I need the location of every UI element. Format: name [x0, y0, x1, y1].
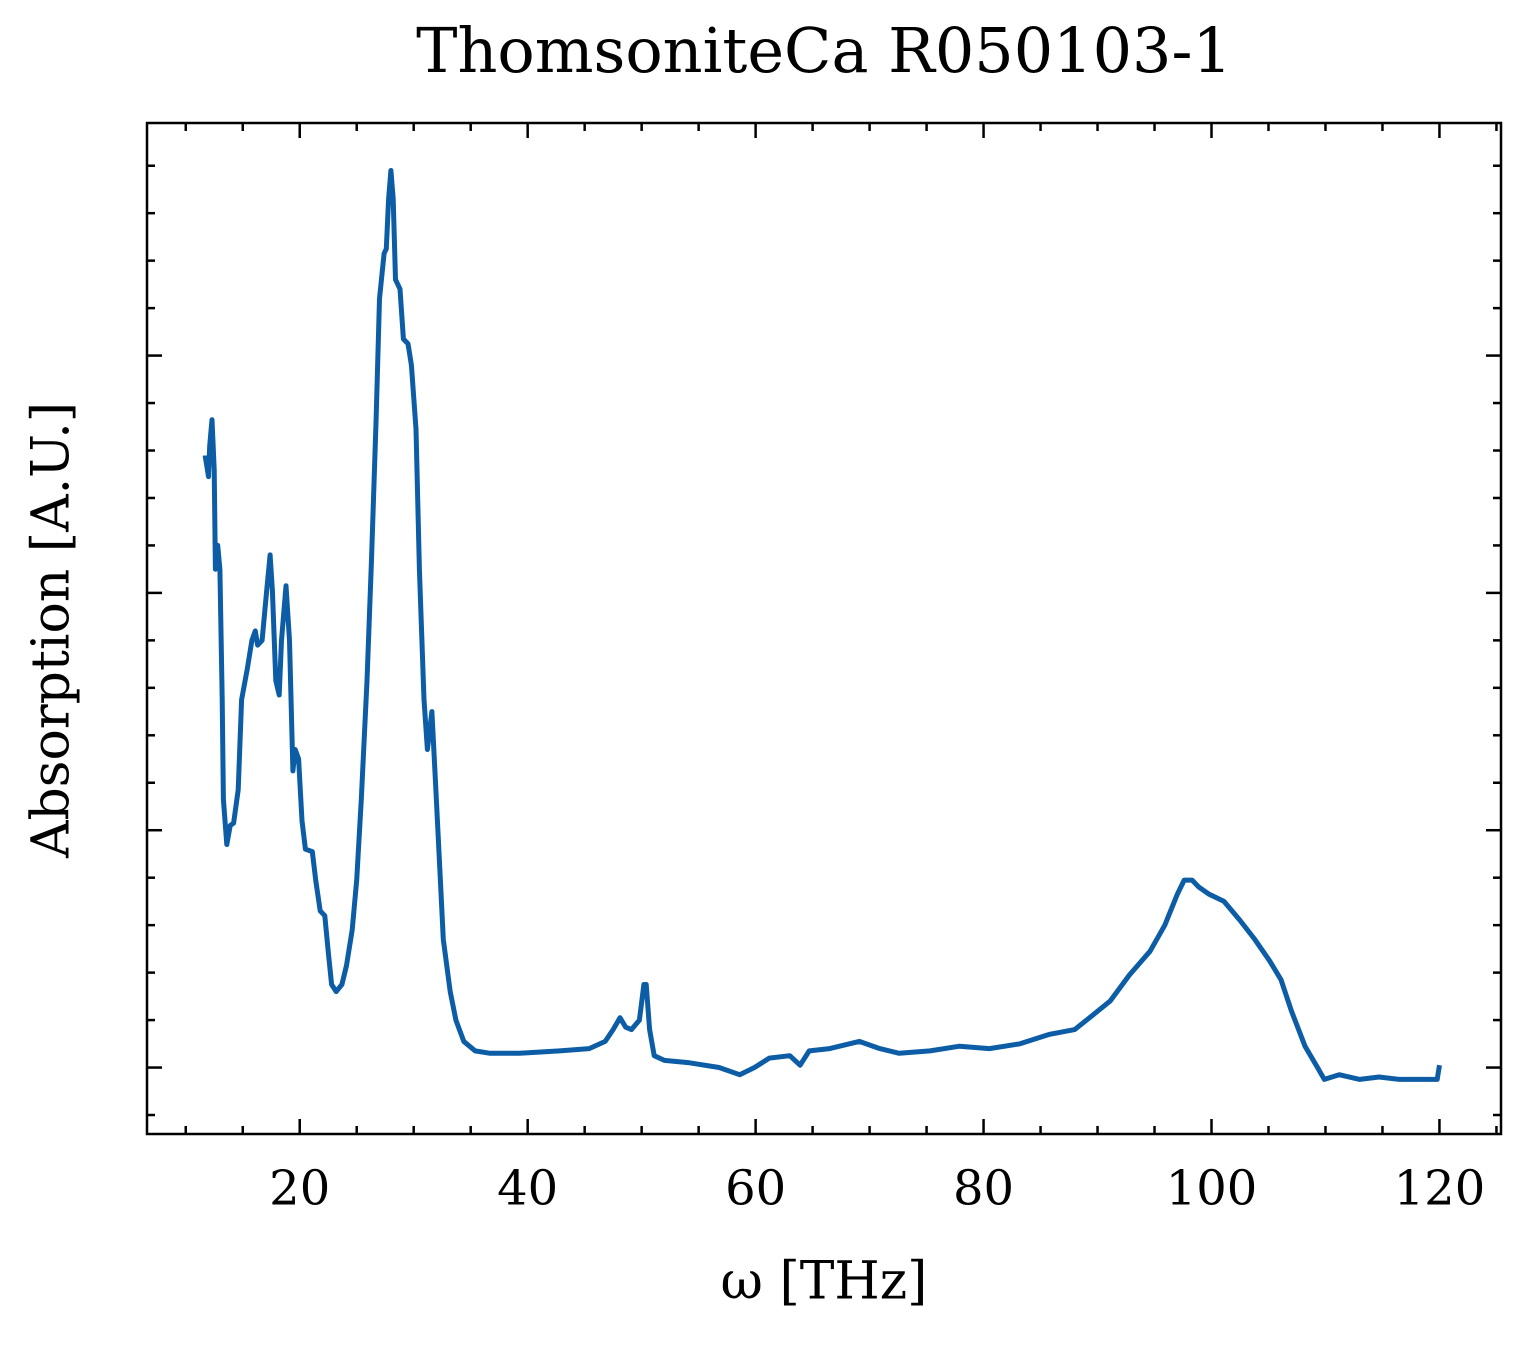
chart-title: ThomsoniteCa R050103-1	[416, 14, 1232, 87]
x-tick-label: 40	[497, 1161, 558, 1217]
x-tick-label: 60	[725, 1161, 786, 1217]
x-axis-label: ω [THz]	[721, 1252, 928, 1312]
x-tick-label: 120	[1394, 1161, 1486, 1217]
plot-frame	[145, 121, 1503, 1136]
x-tick-label: 100	[1166, 1161, 1258, 1217]
data-line	[202, 168, 1442, 1082]
x-tick-label: 80	[953, 1161, 1014, 1217]
y-axis-label: Absorption [A.U.]	[22, 402, 82, 859]
x-tick-label: 20	[269, 1161, 330, 1217]
